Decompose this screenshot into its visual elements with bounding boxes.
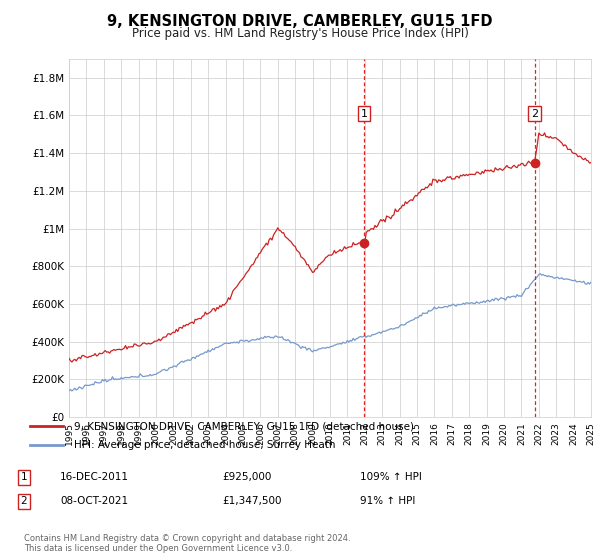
Text: 1: 1 — [361, 109, 368, 119]
Text: 91% ↑ HPI: 91% ↑ HPI — [360, 496, 415, 506]
Text: £1,347,500: £1,347,500 — [222, 496, 281, 506]
Text: 9, KENSINGTON DRIVE, CAMBERLEY, GU15 1FD: 9, KENSINGTON DRIVE, CAMBERLEY, GU15 1FD — [107, 14, 493, 29]
Text: 2: 2 — [20, 496, 28, 506]
Text: 08-OCT-2021: 08-OCT-2021 — [60, 496, 128, 506]
Text: 9, KENSINGTON DRIVE, CAMBERLEY, GU15 1FD (detached house): 9, KENSINGTON DRIVE, CAMBERLEY, GU15 1FD… — [74, 421, 413, 431]
Text: 16-DEC-2011: 16-DEC-2011 — [60, 472, 129, 482]
Text: £925,000: £925,000 — [222, 472, 271, 482]
Text: 1: 1 — [20, 472, 28, 482]
Text: HPI: Average price, detached house, Surrey Heath: HPI: Average price, detached house, Surr… — [74, 440, 335, 450]
Text: 2: 2 — [531, 109, 538, 119]
Text: Contains HM Land Registry data © Crown copyright and database right 2024.
This d: Contains HM Land Registry data © Crown c… — [24, 534, 350, 553]
Text: 109% ↑ HPI: 109% ↑ HPI — [360, 472, 422, 482]
Text: Price paid vs. HM Land Registry's House Price Index (HPI): Price paid vs. HM Land Registry's House … — [131, 27, 469, 40]
